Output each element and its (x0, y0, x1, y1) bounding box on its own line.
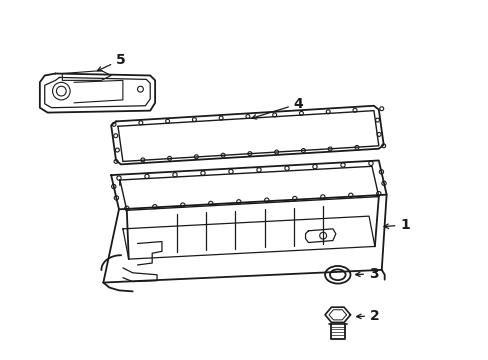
Text: 2: 2 (356, 309, 379, 323)
Text: 3: 3 (355, 267, 378, 281)
Text: 5: 5 (97, 53, 125, 71)
Text: 4: 4 (251, 97, 303, 119)
Text: 1: 1 (383, 218, 409, 232)
